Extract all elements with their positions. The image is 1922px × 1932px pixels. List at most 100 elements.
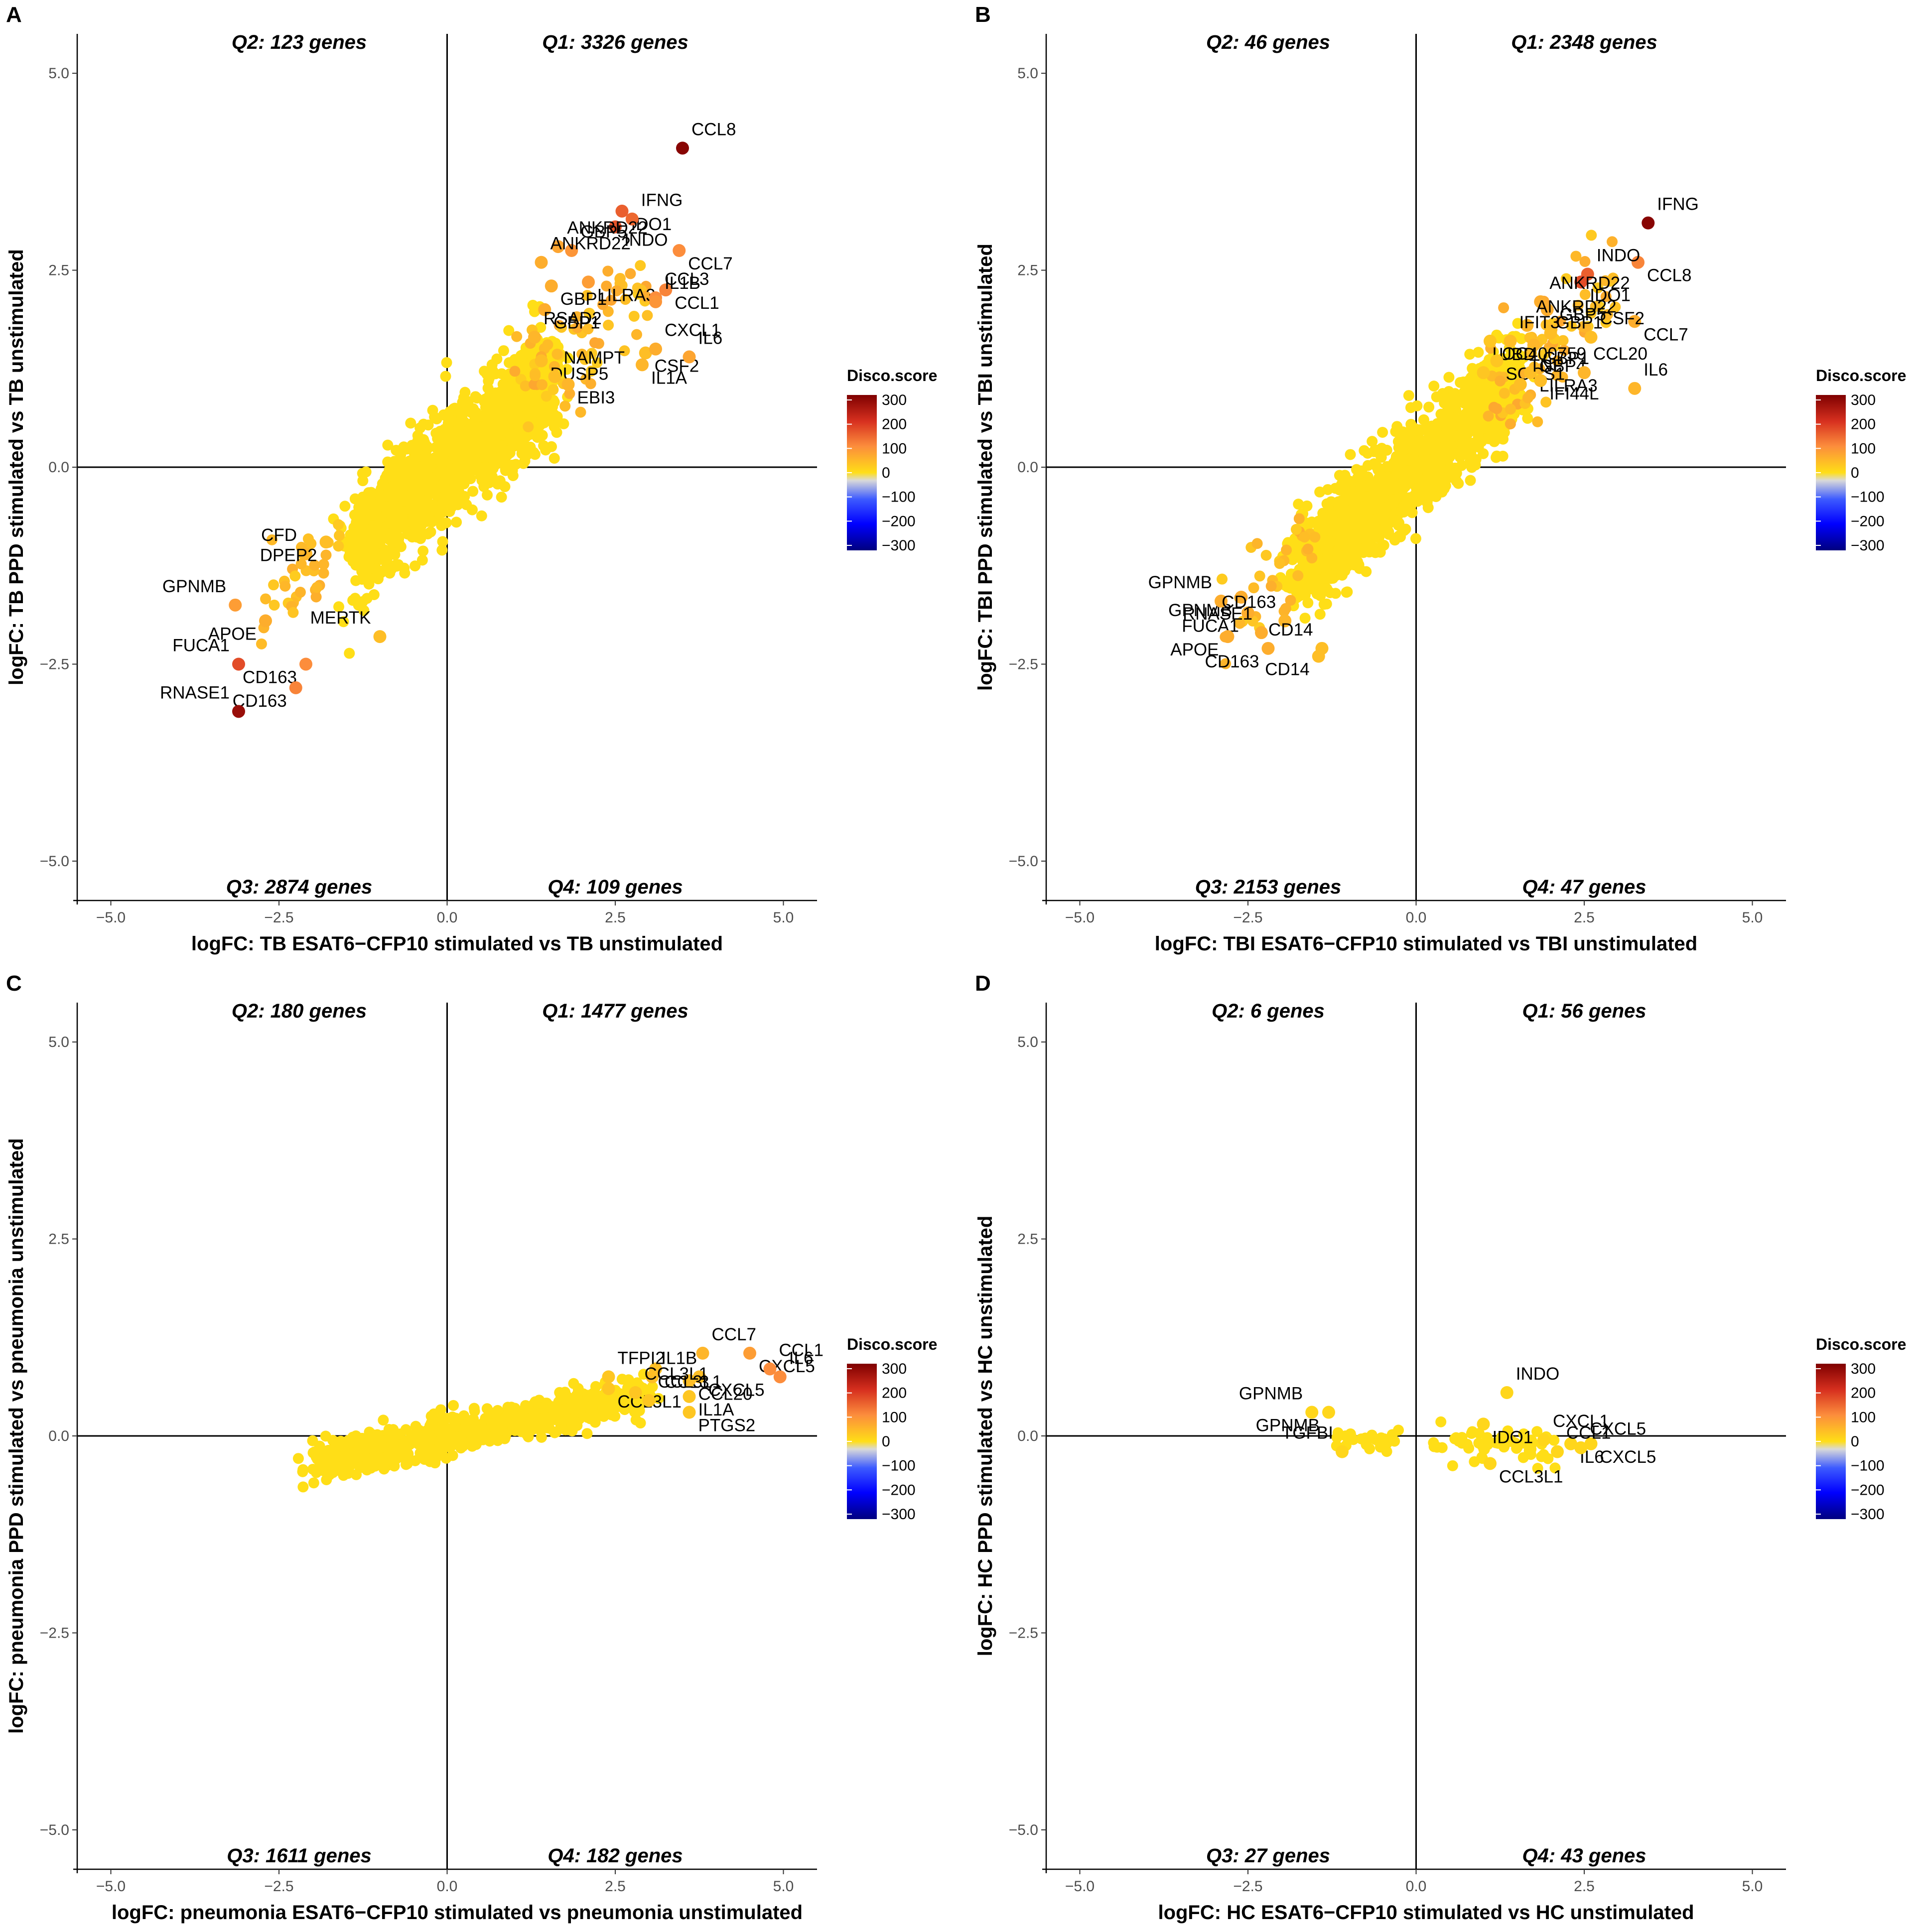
gene-point-ccl1 xyxy=(1551,1445,1564,1458)
gene-point xyxy=(1347,510,1358,521)
gene-label: GBP1 xyxy=(553,313,600,333)
y-tick-label: −2.5 xyxy=(40,656,69,672)
gene-point xyxy=(1314,609,1326,620)
gene-point xyxy=(566,1417,577,1429)
gene-point xyxy=(387,518,399,530)
gene-point xyxy=(1234,618,1245,629)
gene-point xyxy=(415,468,426,480)
gene-point-dpep2 xyxy=(319,535,333,549)
gene-point xyxy=(1440,446,1452,457)
gene-point xyxy=(640,291,652,302)
gene-point xyxy=(1428,381,1440,392)
gene-point xyxy=(414,498,426,510)
gene-point xyxy=(343,1449,354,1460)
gene-point xyxy=(404,455,415,467)
gene-point xyxy=(520,389,531,400)
gene-point-ubd xyxy=(1484,334,1497,348)
gene-point xyxy=(425,480,436,492)
gene-label: TNF xyxy=(1529,356,1563,376)
gene-point xyxy=(1292,570,1304,581)
legend-tick-label: 200 xyxy=(1851,416,1876,433)
gene-label: IDO1 xyxy=(1493,1427,1533,1447)
gene-point xyxy=(427,1411,438,1422)
gene-point xyxy=(372,1429,383,1440)
gene-point xyxy=(1478,448,1489,459)
gene-point xyxy=(481,427,493,438)
gene-point xyxy=(311,1453,323,1465)
gene-point xyxy=(1418,414,1429,425)
gene-point xyxy=(458,1410,470,1421)
x-tick-label: 2.5 xyxy=(605,909,626,926)
gene-point xyxy=(523,421,534,432)
gene-point xyxy=(305,538,317,549)
gene-point xyxy=(1410,437,1421,448)
gene-point xyxy=(1389,515,1401,526)
gene-label: IL6 xyxy=(698,329,723,348)
gene-label: MERTK xyxy=(310,608,371,628)
gene-point xyxy=(1491,433,1503,445)
gene-label: UBD xyxy=(1499,345,1536,364)
gene-label: IDO1 xyxy=(1590,285,1631,305)
gene-point xyxy=(1463,426,1474,437)
gene-point xyxy=(1380,519,1392,531)
x-tick-label: 2.5 xyxy=(1574,909,1595,926)
gene-point xyxy=(1392,436,1404,447)
gene-point xyxy=(1497,450,1509,462)
gene-point xyxy=(1251,538,1263,549)
gene-point xyxy=(451,516,462,528)
gene-point-ccl3l1 xyxy=(602,1382,615,1396)
y-axis-title: logFC: pneumonia PPD stimulated vs pneum… xyxy=(5,1138,27,1734)
gene-point xyxy=(1374,546,1386,558)
labelled-genes: CCL8IDO1IFNGINDOGBP5CCL7ANKRD22LILRA3ANK… xyxy=(160,120,736,718)
gene-point xyxy=(1487,383,1498,394)
legend-tick-label: −300 xyxy=(1851,1506,1885,1523)
legend-tick-label: −300 xyxy=(882,537,916,554)
gene-point-ifng xyxy=(1642,216,1655,230)
gene-point xyxy=(1430,420,1442,431)
x-tick-label: −5.0 xyxy=(96,909,126,926)
gene-point-gbp5 xyxy=(565,244,578,257)
y-tick-label: 5.0 xyxy=(48,1034,69,1050)
gene-point xyxy=(1379,503,1391,515)
gene-point xyxy=(1427,490,1438,502)
x-tick-label: 5.0 xyxy=(773,909,794,926)
gene-point-il6 xyxy=(683,350,696,364)
gene-point-ankrd22 xyxy=(551,240,565,254)
gene-point xyxy=(355,521,367,533)
gene-point-ccl7 xyxy=(696,1346,709,1360)
x-tick-label: 5.0 xyxy=(773,1878,794,1895)
gene-point xyxy=(445,430,457,441)
gene-point xyxy=(492,404,503,416)
gene-point xyxy=(350,558,362,569)
y-tick-label: −2.5 xyxy=(1009,656,1038,672)
gene-point xyxy=(1470,459,1481,471)
gene-point xyxy=(405,417,416,429)
gene-label: ANKRD22 xyxy=(567,218,647,238)
gene-point xyxy=(581,1428,593,1439)
gene-point xyxy=(371,563,382,575)
gene-point xyxy=(308,1477,319,1489)
gene-point xyxy=(466,465,478,477)
gene-point xyxy=(393,1441,404,1453)
gene-point xyxy=(1453,1435,1465,1447)
gene-point xyxy=(628,310,640,322)
gene-point xyxy=(367,499,378,510)
gene-point xyxy=(478,1429,490,1441)
quadrant-q4-label: Q4: 47 genes xyxy=(1522,876,1646,898)
gene-point xyxy=(459,386,471,398)
gene-point-tgfbi xyxy=(1336,1445,1349,1458)
legend-tick-label: 0 xyxy=(1851,1433,1859,1450)
gene-point xyxy=(366,487,377,498)
gene-point-lilra3 xyxy=(582,275,595,289)
legend-tick-label: 0 xyxy=(882,1433,890,1450)
gene-point xyxy=(1549,1462,1561,1474)
gene-point xyxy=(1522,412,1533,424)
gene-point xyxy=(1387,498,1399,510)
gene-point xyxy=(1274,558,1285,569)
gene-point xyxy=(371,1452,383,1463)
gene-label: IL6 xyxy=(1644,360,1668,380)
gene-label: CCL20 xyxy=(698,1384,753,1404)
gene-point xyxy=(287,607,299,618)
gene-point xyxy=(559,400,571,412)
